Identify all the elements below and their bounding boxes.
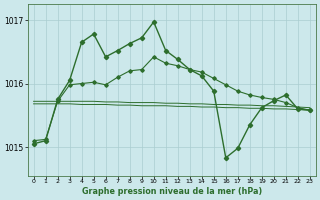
X-axis label: Graphe pression niveau de la mer (hPa): Graphe pression niveau de la mer (hPa) [82, 187, 262, 196]
